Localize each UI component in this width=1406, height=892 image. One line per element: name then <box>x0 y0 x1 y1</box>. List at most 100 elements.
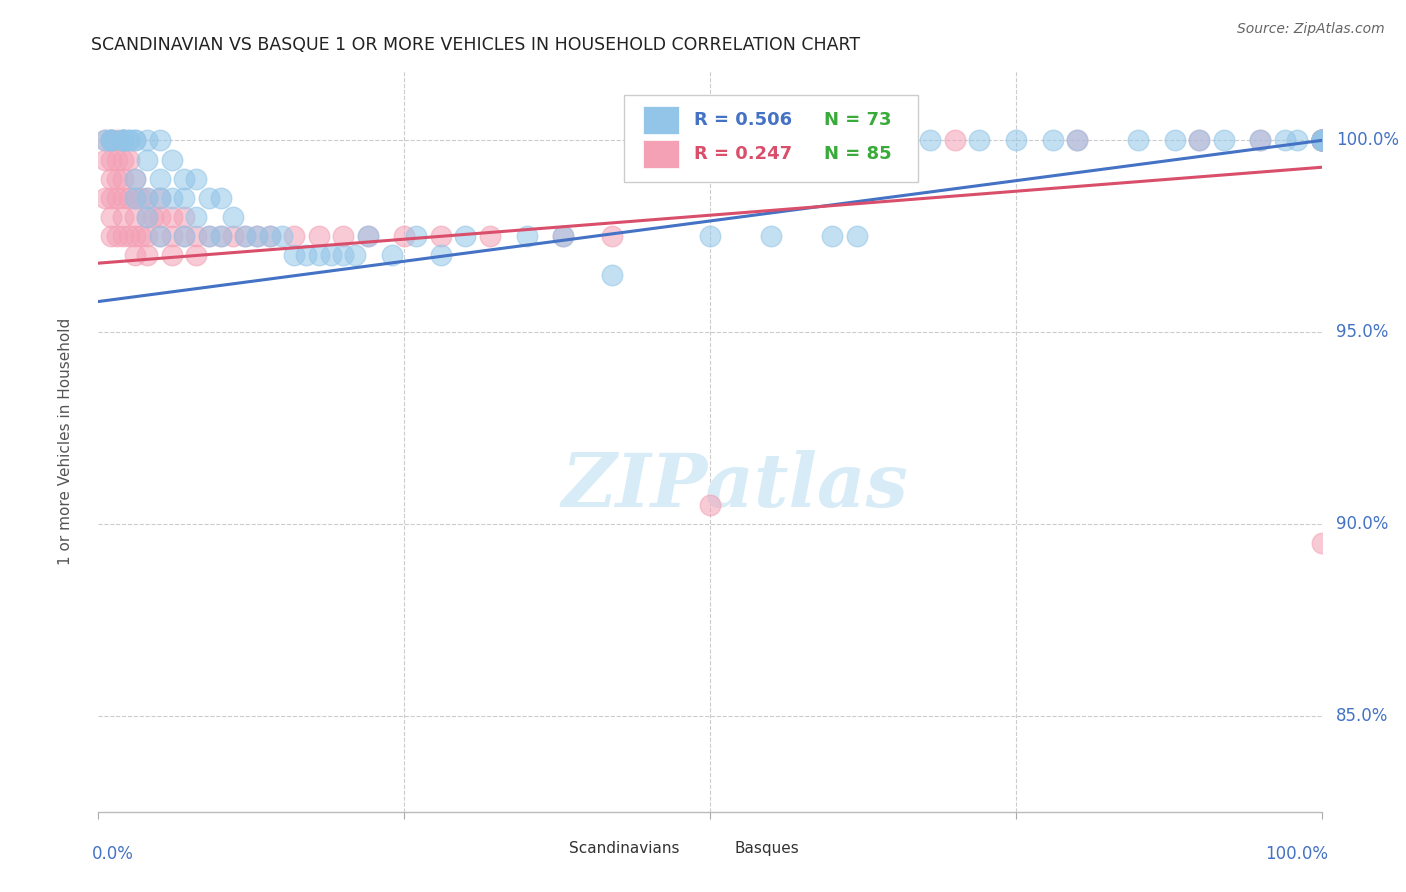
Text: ZIPatlas: ZIPatlas <box>561 450 908 522</box>
Point <box>209 191 232 205</box>
Point <box>1066 133 1088 147</box>
Point <box>283 248 305 262</box>
Point <box>478 229 501 244</box>
Point <box>124 191 146 205</box>
Point <box>553 229 575 244</box>
Point <box>1066 133 1088 147</box>
Point <box>111 153 134 167</box>
Point <box>100 210 122 224</box>
Point <box>821 229 844 244</box>
Point <box>405 229 427 244</box>
Point <box>1310 133 1333 147</box>
Text: 100.0%: 100.0% <box>1265 845 1327 863</box>
Point <box>1310 133 1333 147</box>
Point <box>1310 133 1333 147</box>
Text: R = 0.247: R = 0.247 <box>695 145 792 163</box>
Point <box>845 229 868 244</box>
Bar <box>697 839 724 857</box>
Point <box>1286 133 1309 147</box>
Point <box>1128 133 1150 147</box>
Point <box>149 229 172 244</box>
Point <box>111 133 134 147</box>
Point <box>1310 133 1333 147</box>
Point <box>149 133 172 147</box>
Text: Scandinavians: Scandinavians <box>569 841 681 856</box>
Point <box>259 229 281 244</box>
Point <box>515 229 537 244</box>
Point <box>136 210 159 224</box>
Point <box>100 229 122 244</box>
Point <box>100 153 122 167</box>
Point <box>1310 133 1333 147</box>
Point <box>1310 133 1333 147</box>
Text: 100.0%: 100.0% <box>1336 131 1399 149</box>
Point <box>173 229 195 244</box>
Point <box>111 210 134 224</box>
Point <box>100 191 122 205</box>
Point <box>356 229 378 244</box>
Point <box>197 191 219 205</box>
Point <box>111 171 134 186</box>
Point <box>699 498 721 512</box>
Point <box>111 133 134 147</box>
Text: 95.0%: 95.0% <box>1336 323 1389 342</box>
Point <box>1188 133 1211 147</box>
Point <box>283 229 305 244</box>
Point <box>332 229 354 244</box>
Point <box>100 133 122 147</box>
Point <box>344 248 367 262</box>
Point <box>600 229 623 244</box>
Point <box>136 133 159 147</box>
Point <box>1310 133 1333 147</box>
Point <box>186 229 208 244</box>
Point <box>136 191 159 205</box>
Point <box>356 229 378 244</box>
Point <box>124 210 146 224</box>
Point <box>105 133 128 147</box>
Point <box>186 210 208 224</box>
Point <box>136 248 159 262</box>
Point <box>129 191 152 205</box>
Point <box>136 153 159 167</box>
Point <box>118 133 141 147</box>
Point <box>1310 133 1333 147</box>
Point <box>1310 133 1333 147</box>
Point <box>1310 133 1333 147</box>
Point <box>149 210 172 224</box>
Point <box>1310 133 1333 147</box>
Bar <box>643 106 679 135</box>
Point <box>1212 133 1234 147</box>
Point <box>142 210 165 224</box>
Point <box>967 133 990 147</box>
Point <box>233 229 256 244</box>
Point <box>1310 133 1333 147</box>
Point <box>100 133 122 147</box>
Point <box>259 229 281 244</box>
Point <box>1004 133 1026 147</box>
Point <box>1249 133 1271 147</box>
Point <box>222 210 245 224</box>
Point <box>111 133 134 147</box>
Point <box>1310 133 1333 147</box>
Point <box>105 153 128 167</box>
Point <box>430 248 453 262</box>
Point <box>761 133 783 147</box>
Point <box>93 191 115 205</box>
Point <box>136 229 159 244</box>
Point <box>93 133 115 147</box>
Point <box>1042 133 1064 147</box>
Point <box>920 133 942 147</box>
Point <box>295 248 318 262</box>
Point <box>111 229 134 244</box>
Point <box>124 171 146 186</box>
Point <box>124 171 146 186</box>
Point <box>149 191 172 205</box>
Point <box>246 229 269 244</box>
Point <box>160 210 183 224</box>
Point <box>454 229 477 244</box>
Point <box>160 248 183 262</box>
Point <box>233 229 256 244</box>
Point <box>173 210 195 224</box>
Point <box>553 229 575 244</box>
Point <box>186 248 208 262</box>
